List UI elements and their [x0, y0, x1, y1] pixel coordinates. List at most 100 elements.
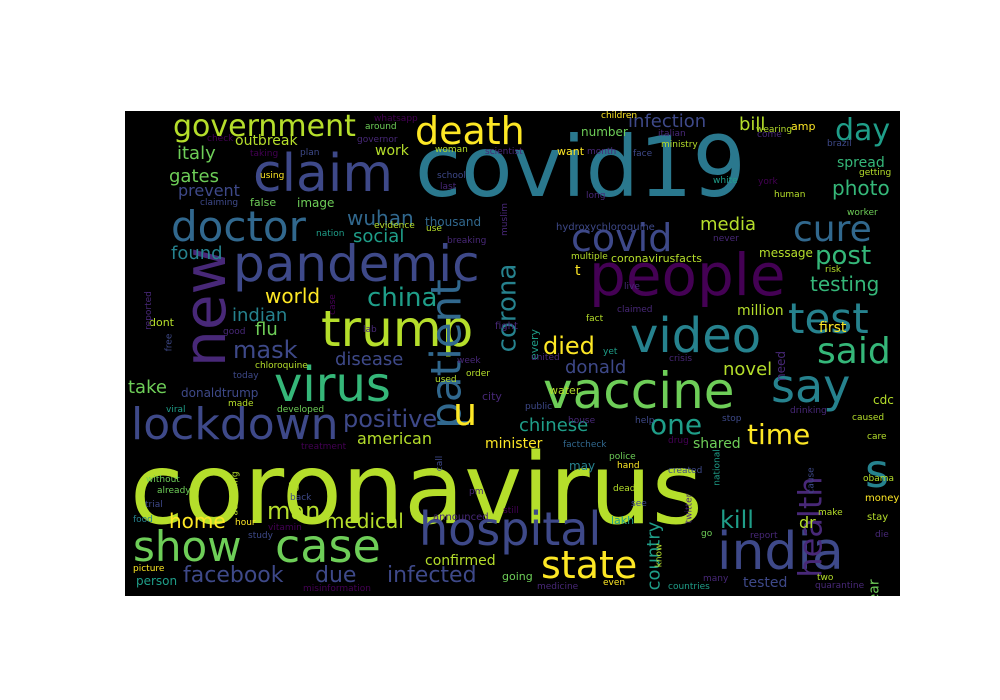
- word-test: test: [788, 294, 869, 343]
- word-whatsapp: whatsapp: [374, 114, 418, 124]
- word-care: care: [867, 432, 887, 442]
- word-used: used: [435, 375, 457, 385]
- word-york: york: [758, 177, 778, 187]
- word-obama: obama: [863, 474, 895, 484]
- word-american: american: [357, 429, 432, 448]
- word-s: s: [865, 444, 889, 498]
- word-gates: gates: [169, 166, 219, 187]
- word-bill: bill: [739, 114, 766, 135]
- word-cause: cause: [806, 466, 817, 494]
- word-infected: infected: [387, 563, 477, 588]
- word-mask: mask: [233, 336, 298, 364]
- word-wearing: wearing: [756, 125, 793, 135]
- word-last: last: [440, 182, 457, 192]
- word-video: video: [630, 308, 762, 364]
- word-good: good: [223, 327, 246, 337]
- word-trial: trial: [145, 500, 163, 510]
- word-one: one: [650, 408, 703, 441]
- word-stay: stay: [867, 512, 889, 523]
- word-stop: stop: [722, 414, 742, 424]
- word-treatment: treatment: [301, 442, 347, 452]
- word-human: human: [774, 190, 806, 200]
- word-lakh: lakh: [611, 514, 635, 527]
- word-vaccine: vaccine: [543, 362, 735, 420]
- word-breaking: breaking: [447, 236, 487, 246]
- word-people: people: [589, 241, 786, 309]
- word-countries: countries: [668, 582, 710, 592]
- word-factcheck: factcheck: [563, 440, 607, 450]
- word-post: post: [815, 241, 872, 271]
- word-covid19: covid19: [415, 118, 746, 216]
- word-report: report: [750, 531, 778, 541]
- word-world: world: [265, 284, 321, 308]
- word-hospital: hospital: [419, 502, 602, 556]
- word-long: long: [586, 191, 606, 201]
- word-still: still: [503, 506, 519, 516]
- word-flu: flu: [255, 319, 278, 340]
- word-pm: pm: [469, 487, 484, 497]
- word-show: show: [133, 522, 242, 571]
- word-check: check: [207, 134, 234, 144]
- word-come: come: [757, 130, 782, 140]
- word-governor: governor: [357, 135, 398, 145]
- word-without: without: [146, 475, 180, 485]
- word-time: time: [747, 418, 811, 451]
- word-infection: infection: [628, 111, 707, 132]
- word-use: use: [426, 224, 442, 234]
- word-scientist: scientist: [485, 147, 523, 157]
- word-coronavirusfacts: coronavirusfacts: [611, 252, 702, 265]
- word-going: going: [502, 570, 533, 583]
- word-donaldtrump: donaldtrump: [181, 386, 259, 400]
- word-face: face: [633, 149, 653, 159]
- word-created: created: [668, 466, 703, 476]
- word-media: media: [700, 214, 757, 235]
- word-died: died: [543, 332, 595, 360]
- word-case-small: case: [327, 294, 338, 315]
- word-indian: indian: [232, 305, 288, 326]
- word-number: number: [581, 125, 628, 139]
- word-woman: woman: [435, 145, 468, 155]
- word-police: police: [609, 452, 636, 462]
- word-corona: corona: [491, 263, 522, 352]
- word-may: may: [569, 459, 596, 473]
- word-using: using: [260, 171, 285, 181]
- word-drug: drug: [668, 436, 689, 446]
- word-announced: announced: [433, 512, 489, 523]
- word-coronavirus: coronavirus: [130, 433, 703, 547]
- word-free: free: [163, 333, 174, 351]
- word-cloud: coronavirus covid19 people new pandemic …: [125, 111, 900, 596]
- word-chinese: chinese: [519, 415, 589, 436]
- word-call: call: [435, 455, 446, 472]
- word-lab: lab: [363, 325, 377, 335]
- word-school: school: [437, 171, 466, 181]
- word-nation: nation: [316, 229, 345, 239]
- word-amp: amp: [791, 120, 816, 133]
- word-testing: testing: [810, 272, 880, 296]
- word-image: image: [297, 196, 335, 210]
- word-claiming: claiming: [200, 198, 239, 208]
- word-back: back: [290, 493, 312, 503]
- word-work: work: [375, 143, 409, 159]
- word-hydroxychloroquine: hydroxychloroquine: [556, 222, 655, 233]
- word-white: white: [713, 176, 738, 186]
- word-hour: hour: [235, 518, 256, 528]
- word-national: national: [712, 448, 723, 486]
- word-hand: hand: [617, 461, 640, 471]
- word-drinking: drinking: [790, 406, 827, 416]
- word-italy: italy: [177, 143, 216, 164]
- word-worker: worker: [847, 208, 878, 218]
- word-need: need: [774, 351, 788, 381]
- word-month: month: [587, 147, 617, 157]
- word-first: first: [819, 320, 847, 336]
- word-million: million: [737, 303, 784, 319]
- word-day: day: [835, 113, 891, 148]
- word-claimed: claimed: [617, 305, 653, 315]
- word-kill: kill: [720, 506, 754, 534]
- word-home: home: [169, 509, 226, 533]
- word-5g: 5g: [288, 482, 300, 492]
- word-quarantine: quarantine: [815, 581, 865, 591]
- word-muslim: muslim: [499, 203, 510, 236]
- word-united: united: [531, 353, 560, 363]
- word-week: week: [457, 356, 481, 366]
- word-donald: donald: [565, 357, 627, 378]
